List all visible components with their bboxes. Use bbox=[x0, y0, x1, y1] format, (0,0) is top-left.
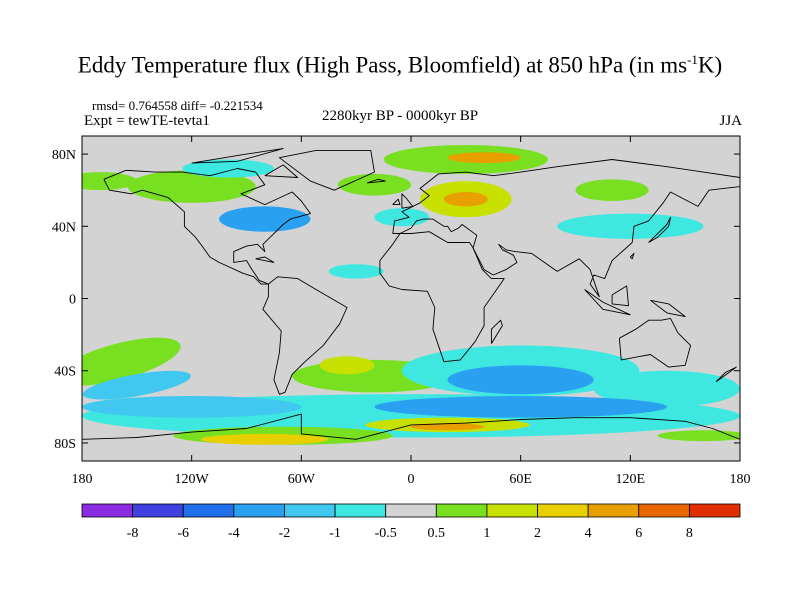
colorbar-swatch bbox=[334, 503, 387, 518]
colorbar-swatch bbox=[435, 503, 488, 518]
lat-label: 40S bbox=[54, 365, 76, 380]
lat-label: 40N bbox=[52, 220, 76, 235]
colorbar-label: -4 bbox=[228, 526, 240, 541]
colorbar-swatch bbox=[688, 503, 741, 518]
flux-region bbox=[557, 213, 704, 239]
colorbar-label: -8 bbox=[127, 526, 139, 541]
lon-label: 180 bbox=[730, 472, 751, 487]
lon-label: 180 bbox=[72, 472, 93, 487]
flux-region bbox=[82, 396, 302, 418]
period-label: 2280kyr BP - 0000kyr BP bbox=[322, 108, 479, 124]
colorbar-swatch bbox=[233, 503, 285, 518]
lat-label: 80N bbox=[52, 148, 76, 163]
flux-region bbox=[374, 208, 430, 227]
coastline bbox=[379, 231, 505, 363]
coastline bbox=[648, 216, 671, 243]
colorbar-label: 1 bbox=[483, 526, 490, 541]
coastline bbox=[715, 366, 737, 383]
coastline bbox=[490, 319, 503, 344]
coastline bbox=[264, 164, 299, 178]
colorbar-label: -1 bbox=[329, 526, 341, 541]
coastline bbox=[103, 168, 311, 285]
lat-label: 80S bbox=[54, 437, 76, 452]
coastline bbox=[392, 198, 401, 206]
colorbar-label: 6 bbox=[635, 526, 642, 541]
colorbar-label: 8 bbox=[686, 526, 693, 541]
colorbar-swatch bbox=[81, 503, 134, 518]
colorbar-swatch bbox=[182, 503, 235, 518]
flux-region bbox=[447, 152, 521, 164]
colorbar-labels: -8 -6 -4 -2 -1 -0.5 0.5 1 2 4 6 8 bbox=[127, 526, 693, 541]
lat-label: 0 bbox=[69, 293, 76, 308]
coastline bbox=[584, 289, 631, 316]
lon-label: 120E bbox=[616, 472, 646, 487]
colorbar bbox=[81, 503, 741, 518]
flux-region bbox=[82, 337, 181, 386]
lon-label: 60W bbox=[288, 472, 316, 487]
colorbar-swatch bbox=[638, 503, 690, 518]
coastline bbox=[278, 149, 375, 191]
latitude-labels: 80N 40N 0 40S 80S bbox=[52, 148, 76, 452]
flux-region bbox=[575, 179, 649, 202]
coastline bbox=[255, 256, 275, 263]
colorbar-swatch bbox=[486, 503, 538, 518]
colorbar-swatch bbox=[587, 503, 640, 518]
colorbar-swatch bbox=[537, 503, 589, 518]
coastline bbox=[82, 413, 740, 440]
experiment-label: Expt = tewTE-tevta1 bbox=[84, 113, 210, 129]
colorbar-label: 4 bbox=[585, 526, 592, 541]
flux-region bbox=[593, 370, 740, 407]
flux-region bbox=[337, 173, 412, 196]
stats-text: rmsd= 0.764558 diff= -0.221534 bbox=[92, 98, 263, 113]
colorbar-label: 2 bbox=[534, 526, 541, 541]
coastline bbox=[392, 186, 740, 298]
flux-region bbox=[328, 264, 384, 279]
coastline bbox=[392, 159, 740, 234]
lon-label: 0 bbox=[408, 472, 415, 487]
flux-region bbox=[82, 172, 137, 191]
flux-region bbox=[374, 396, 667, 418]
longitude-labels: 180 120W 60W 0 60E 120E 180 bbox=[72, 472, 751, 487]
coastline bbox=[611, 285, 629, 307]
coastline bbox=[191, 148, 284, 164]
coastline bbox=[401, 193, 414, 209]
colorbar-swatch bbox=[385, 503, 437, 518]
lon-label: 120W bbox=[175, 472, 210, 487]
flux-region bbox=[219, 206, 311, 232]
colorbar-label: -0.5 bbox=[375, 526, 397, 541]
colorbar-swatch bbox=[132, 503, 184, 518]
flux-region bbox=[657, 430, 740, 442]
coastlines bbox=[82, 148, 740, 440]
lon-label: 60E bbox=[509, 472, 532, 487]
coastline bbox=[629, 252, 635, 260]
flux-region bbox=[411, 423, 485, 431]
flux-region bbox=[447, 365, 594, 395]
season-label: JJA bbox=[719, 113, 742, 129]
coastline bbox=[262, 276, 348, 395]
flux-region bbox=[82, 370, 191, 400]
axis-ticks bbox=[81, 136, 741, 461]
colorbar-label: -2 bbox=[279, 526, 291, 541]
coastline bbox=[650, 299, 686, 318]
flux-region bbox=[319, 356, 375, 375]
coastline bbox=[366, 178, 386, 184]
flux-region bbox=[182, 159, 274, 178]
flux-region bbox=[200, 433, 329, 445]
figure-title: Eddy Temperature flux (High Pass, Bloomf… bbox=[77, 52, 723, 78]
colorbar-label: -6 bbox=[177, 526, 189, 541]
flux-region bbox=[443, 191, 488, 207]
colorbar-swatch bbox=[284, 503, 336, 518]
colorbar-label: 0.5 bbox=[428, 526, 446, 541]
coastline bbox=[618, 317, 692, 368]
flux-regions bbox=[82, 145, 740, 445]
